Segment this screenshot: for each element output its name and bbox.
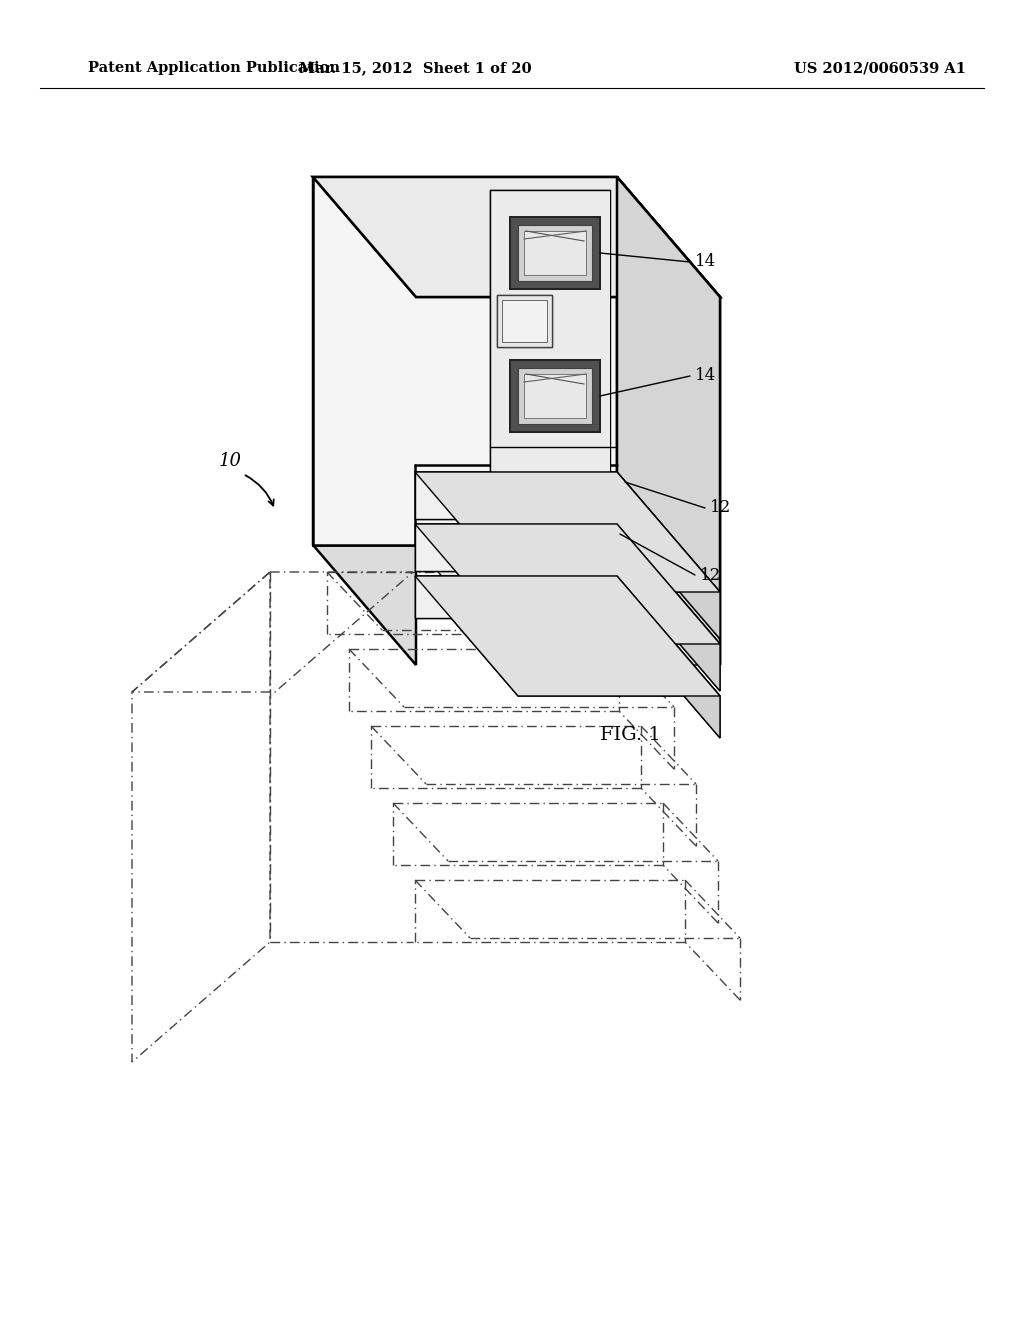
Polygon shape: [415, 524, 720, 644]
Polygon shape: [415, 576, 617, 618]
Text: 14: 14: [695, 367, 716, 384]
Polygon shape: [617, 473, 720, 639]
Polygon shape: [497, 294, 552, 347]
Text: Patent Application Publication: Patent Application Publication: [88, 61, 340, 75]
Polygon shape: [510, 216, 600, 289]
Polygon shape: [415, 524, 617, 572]
Polygon shape: [617, 177, 720, 665]
Polygon shape: [415, 524, 720, 644]
Polygon shape: [518, 368, 592, 424]
Text: Mar. 15, 2012  Sheet 1 of 20: Mar. 15, 2012 Sheet 1 of 20: [299, 61, 531, 75]
Polygon shape: [617, 524, 720, 690]
Polygon shape: [415, 576, 720, 696]
Polygon shape: [524, 231, 586, 275]
Polygon shape: [518, 224, 592, 281]
Polygon shape: [617, 576, 720, 738]
Polygon shape: [313, 177, 416, 665]
Polygon shape: [415, 473, 617, 519]
Polygon shape: [415, 524, 617, 572]
Polygon shape: [313, 177, 617, 545]
Polygon shape: [490, 190, 610, 545]
Polygon shape: [510, 360, 600, 432]
Polygon shape: [415, 473, 617, 519]
Polygon shape: [617, 524, 720, 690]
Polygon shape: [502, 300, 547, 342]
Text: 10: 10: [218, 451, 242, 470]
Polygon shape: [313, 177, 617, 545]
Polygon shape: [617, 576, 720, 738]
Polygon shape: [524, 374, 586, 418]
Polygon shape: [313, 177, 720, 297]
Text: 14: 14: [695, 253, 716, 271]
Polygon shape: [415, 576, 617, 618]
Polygon shape: [313, 177, 720, 297]
Polygon shape: [617, 177, 720, 665]
Polygon shape: [415, 545, 720, 665]
Polygon shape: [518, 368, 592, 424]
Polygon shape: [524, 374, 586, 418]
Polygon shape: [502, 300, 547, 342]
Polygon shape: [415, 576, 720, 696]
Polygon shape: [490, 190, 610, 545]
Polygon shape: [617, 473, 720, 639]
Text: 12: 12: [700, 566, 721, 583]
Text: FIG. 1: FIG. 1: [600, 726, 660, 744]
Polygon shape: [510, 360, 600, 432]
Polygon shape: [510, 216, 600, 289]
Polygon shape: [497, 294, 552, 347]
Polygon shape: [415, 473, 720, 591]
Polygon shape: [415, 473, 720, 591]
Polygon shape: [524, 231, 586, 275]
Polygon shape: [518, 224, 592, 281]
Text: 12: 12: [710, 499, 731, 516]
Text: US 2012/0060539 A1: US 2012/0060539 A1: [794, 61, 966, 75]
